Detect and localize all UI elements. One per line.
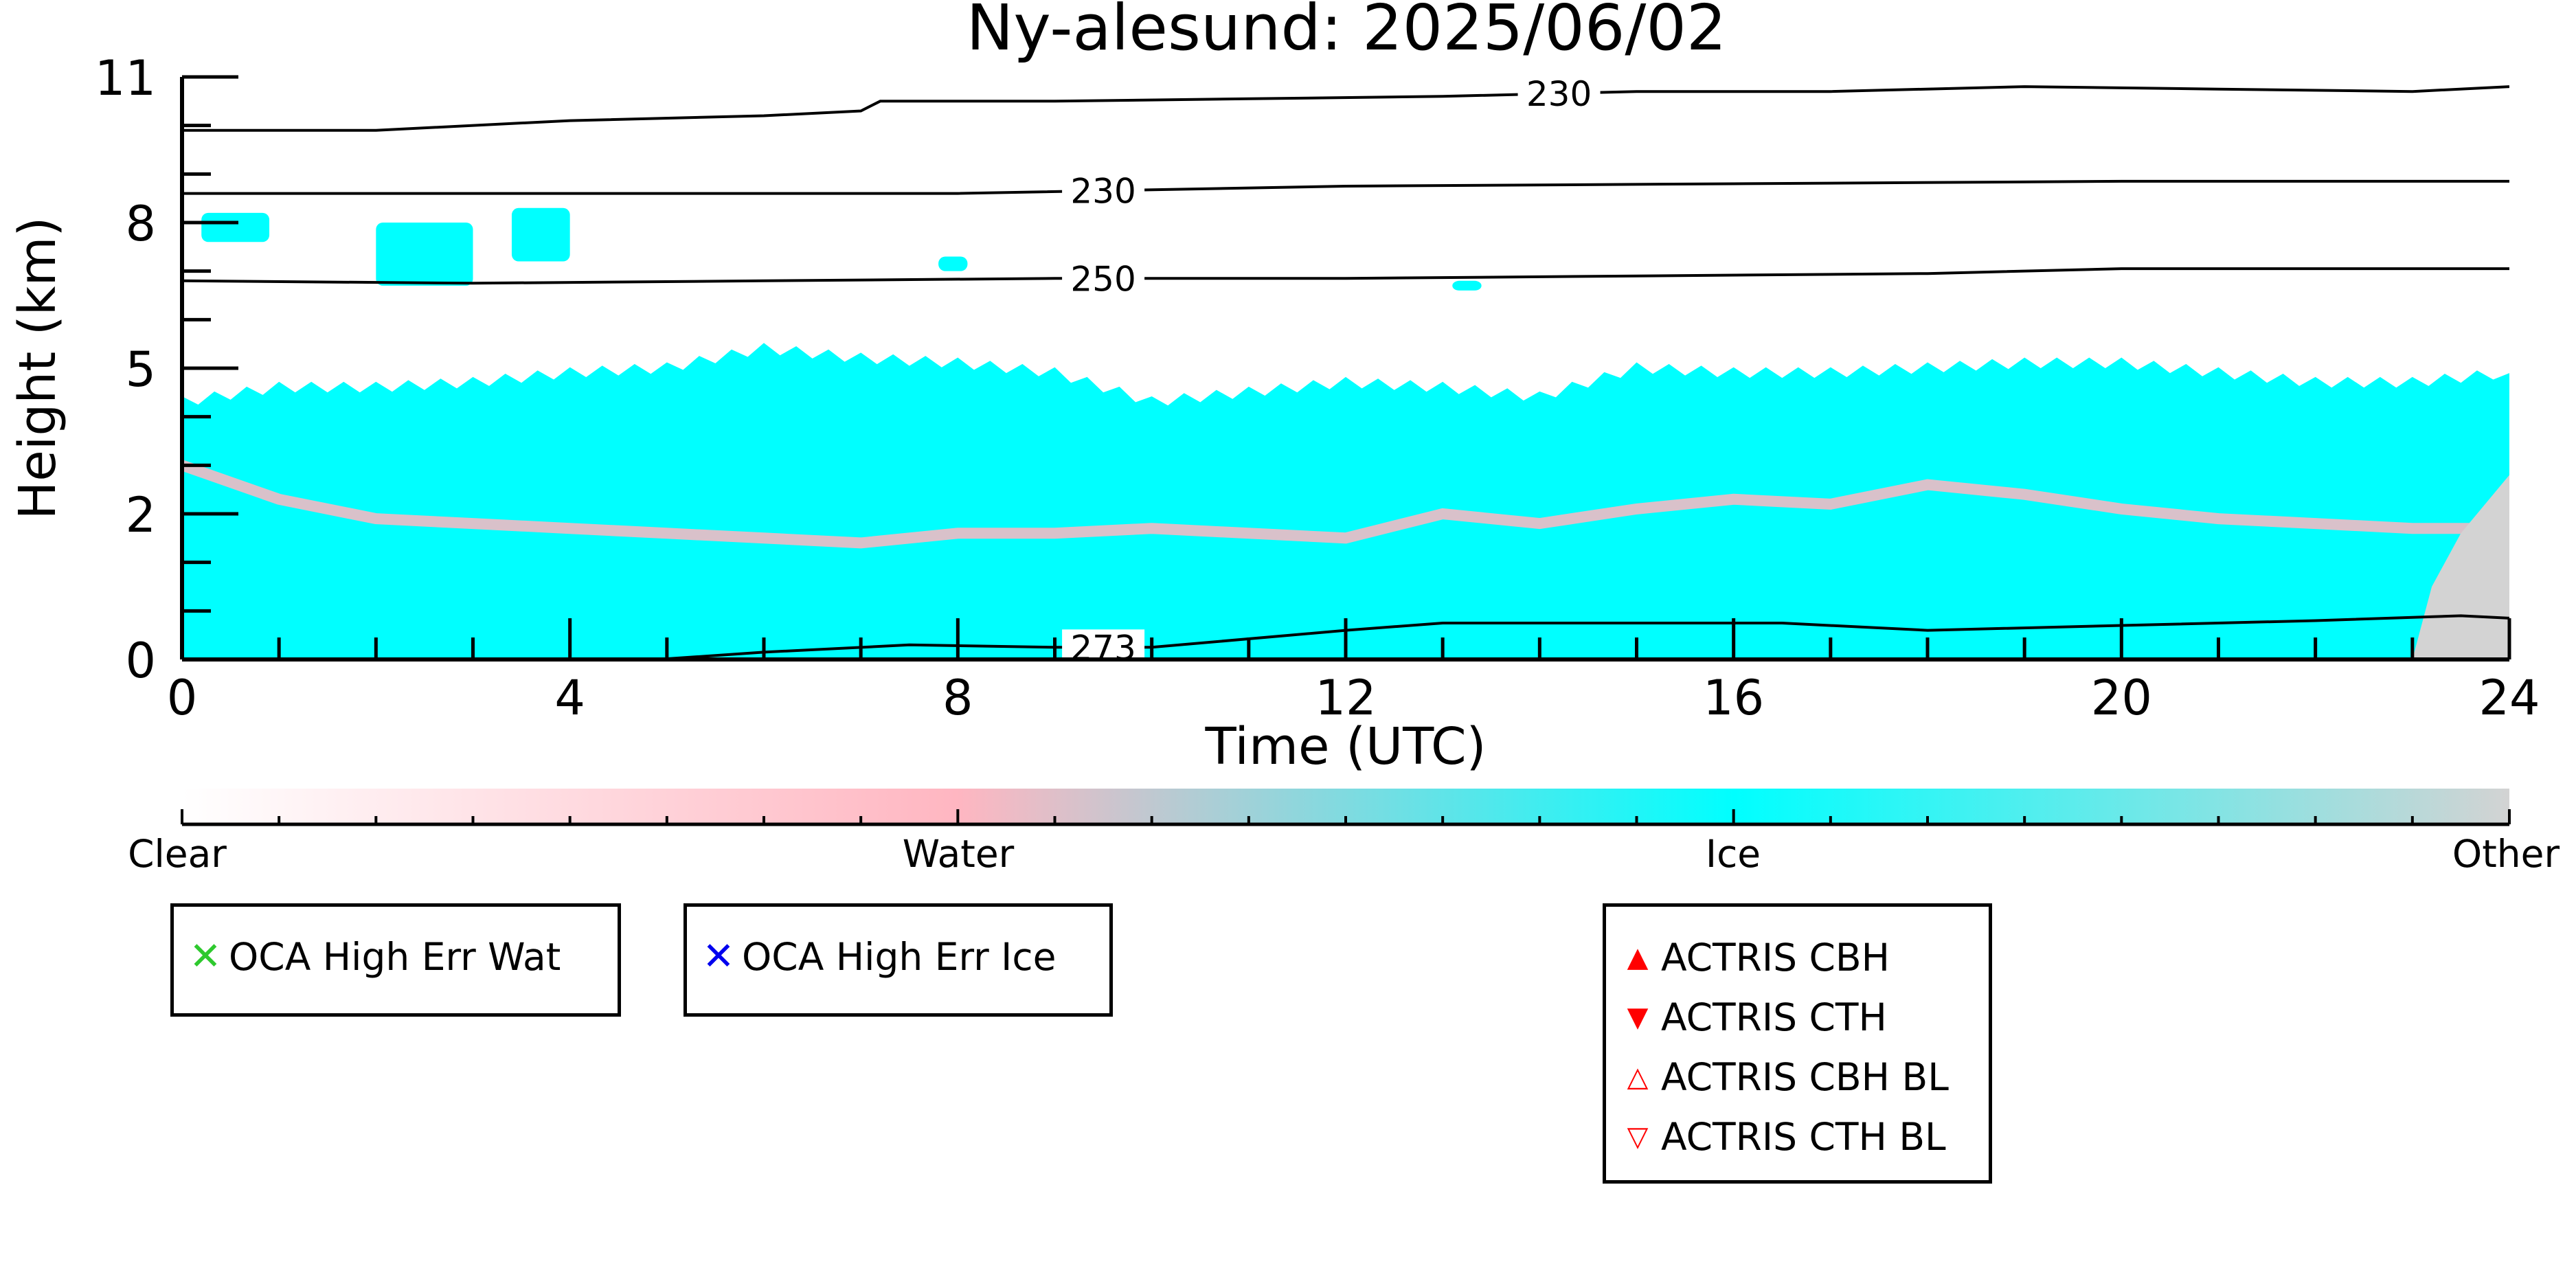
isotherm-label: 230 xyxy=(1526,74,1592,114)
x-tick-label: 8 xyxy=(942,670,973,726)
isotherm-label-bg xyxy=(1517,76,1601,112)
y-ticks: 0 2 5 8 11 xyxy=(95,50,238,689)
liquid-water-layer xyxy=(182,460,2509,549)
isotherm-label-bg xyxy=(1062,260,1145,297)
colorbar-label-ice: Ice xyxy=(1706,832,1761,876)
legend-label: OCA High Err Ice xyxy=(742,934,1057,979)
colorbar-ticks xyxy=(181,809,2511,824)
legend-item: ▽ ACTRIS CTH BL xyxy=(1620,1115,1946,1159)
ice-patch xyxy=(201,212,270,242)
isotherm-labels: 230 230 250 273 xyxy=(1062,74,1601,668)
legend-label: ACTRIS CTH xyxy=(1661,995,1887,1039)
x-tick-label: 20 xyxy=(2091,670,2152,726)
legend-item: ▼ ACTRIS CTH xyxy=(1620,995,1887,1039)
y-tick-label: 8 xyxy=(125,196,156,252)
x-marker-icon: ✕ xyxy=(189,934,222,979)
legend-label: OCA High Err Wat xyxy=(229,934,561,979)
ice-patch xyxy=(376,223,473,286)
x-tick-label: 0 xyxy=(167,670,198,726)
x-tick-label: 24 xyxy=(2478,670,2540,726)
isotherm-line xyxy=(182,85,2509,132)
isotherm-label: 230 xyxy=(1070,172,1136,212)
ice-cloud-region xyxy=(182,343,2509,659)
legend-label: ACTRIS CBH xyxy=(1661,936,1890,980)
outline-up-triangle-icon: △ xyxy=(1627,1061,1649,1093)
filled-down-triangle-icon: ▼ xyxy=(1627,1002,1649,1033)
colorbar-label-clear: Clear xyxy=(128,832,227,876)
x-ticks: 0 4 8 12 16 20 24 xyxy=(167,618,2540,726)
y-tick-label: 0 xyxy=(125,633,156,689)
legend-item: ✕ OCA High Err Ice xyxy=(701,934,1057,979)
y-axis-label: Height (km) xyxy=(8,217,67,520)
other-class-region xyxy=(2412,475,2509,659)
y-tick-label: 5 xyxy=(125,341,156,398)
outline-down-triangle-icon: ▽ xyxy=(1627,1121,1649,1153)
legend-actris: ▲ ACTRIS CBH ▼ ACTRIS CTH △ ACTRIS CBH B… xyxy=(1603,903,1992,1184)
legend-oca-ice: ✕ OCA High Err Ice xyxy=(683,903,1113,1017)
axes: 0 4 8 12 16 20 24 0 2 5 8 11 xyxy=(95,50,2540,726)
x-tick-label: 12 xyxy=(1315,670,1376,726)
legend-item: ✕ OCA High Err Wat xyxy=(188,934,561,979)
ice-patch xyxy=(511,207,570,262)
ice-patch xyxy=(1452,280,1482,291)
y-tick-label: 11 xyxy=(95,50,156,106)
x-tick-label: 16 xyxy=(1703,670,1764,726)
isotherm-lines xyxy=(182,85,2509,659)
filled-up-triangle-icon: ▲ xyxy=(1627,942,1649,973)
isotherm-label: 250 xyxy=(1070,259,1136,299)
y-tick-label: 2 xyxy=(125,487,156,543)
upper-ice-patches xyxy=(201,207,1482,291)
legend-item: ▲ ACTRIS CBH xyxy=(1620,936,1890,980)
chart-title: Ny-alesund: 2025/06/02 xyxy=(967,0,1727,65)
isotherm-line xyxy=(657,614,2509,659)
isotherm-line xyxy=(182,179,2509,195)
colorbar: Clear Water Ice Other xyxy=(128,789,2560,876)
colorbar-label-other: Other xyxy=(2452,832,2560,876)
isotherm-label-bg xyxy=(1062,172,1145,209)
x-axis-label: Time (UTC) xyxy=(1204,717,1486,776)
ice-patch xyxy=(938,256,968,271)
isotherm-line xyxy=(182,267,2509,285)
x-marker-icon: ✕ xyxy=(702,934,735,979)
legend-label: ACTRIS CTH BL xyxy=(1661,1115,1946,1159)
x-tick-label: 4 xyxy=(554,670,585,726)
legend-label: ACTRIS CBH BL xyxy=(1661,1055,1949,1099)
plot-area xyxy=(182,77,2509,659)
legend-item: △ ACTRIS CBH BL xyxy=(1620,1055,1949,1099)
legend-oca-water: ✕ OCA High Err Wat xyxy=(170,903,621,1017)
colorbar-label-water: Water xyxy=(903,832,1015,876)
isotherm-label: 273 xyxy=(1070,628,1136,668)
